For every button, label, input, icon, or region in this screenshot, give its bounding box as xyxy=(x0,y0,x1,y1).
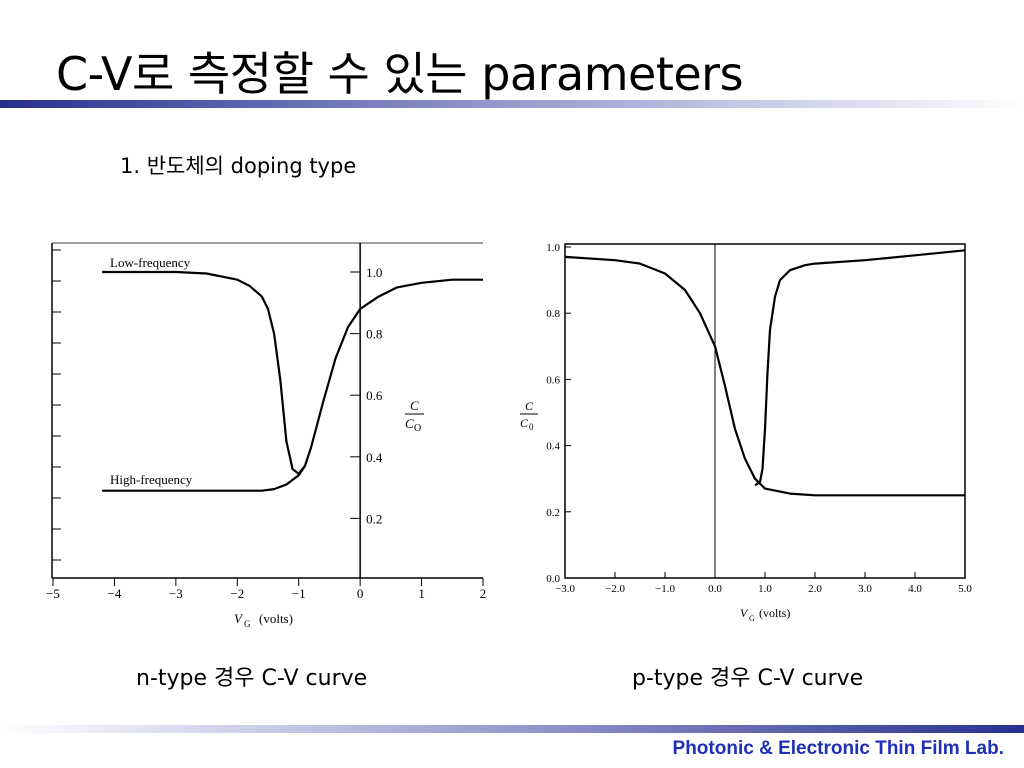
x-axis-label-main: V xyxy=(234,611,244,626)
p-type-decreasing-curve xyxy=(564,255,965,497)
slide-title: C-V로 측정할 수 있는 parameters xyxy=(56,47,744,101)
caption-n-type: n-type 경우 C-V curve xyxy=(136,666,368,691)
x-axis-label-sub: G xyxy=(749,614,755,623)
y-tick-label: 0.2 xyxy=(546,507,560,519)
y-tick-label: 0.8 xyxy=(366,327,382,342)
x-tick-label: −1.0 xyxy=(655,583,675,595)
high-frequency-curve xyxy=(102,465,306,492)
x-tick-label: 1.0 xyxy=(758,583,772,595)
y-tick-label: 0.6 xyxy=(366,388,383,403)
y-tick-label: 0.4 xyxy=(366,450,383,465)
y-axis-label-denominator-sub: O xyxy=(414,423,421,434)
x-tick-label: 3.0 xyxy=(858,583,872,595)
x-tick-label: −2 xyxy=(230,586,244,601)
x-tick-label: −5 xyxy=(46,586,60,601)
y-axis-label-denominator: C xyxy=(520,416,529,430)
y-tick-label: 0.4 xyxy=(546,441,560,453)
y-tick-label: 1.0 xyxy=(546,242,560,254)
x-axis-label-unit: (volts) xyxy=(759,606,790,620)
x-tick-label: 0.0 xyxy=(708,583,722,595)
x-tick-label: 5.0 xyxy=(958,583,972,595)
x-tick-label: −3 xyxy=(169,586,183,601)
x-tick-label: −1 xyxy=(292,586,306,601)
x-tick-label: −3.0 xyxy=(555,583,575,595)
x-tick-label: 2 xyxy=(480,586,487,601)
section-subtitle: 1. 반도체의 doping type xyxy=(120,154,357,178)
caption-p-type: p-type 경우 C-V curve xyxy=(632,666,864,691)
x-tick-label: 1 xyxy=(418,586,425,601)
annotation-high-frequency: High-frequency xyxy=(110,472,193,487)
y-axis-label-denominator: C xyxy=(405,416,414,431)
y-tick-label: 1.0 xyxy=(366,265,382,280)
y-tick-label: 0.2 xyxy=(366,511,382,526)
y-tick-label: 0.6 xyxy=(546,374,560,386)
x-tick-label: −4 xyxy=(108,586,122,601)
footer-gradient-bar xyxy=(0,725,1024,733)
x-tick-label: −2.0 xyxy=(605,583,625,595)
p-type-rising-curve xyxy=(754,249,966,487)
x-tick-label: 2.0 xyxy=(808,583,822,595)
x-axis-label-sub: G xyxy=(244,619,251,629)
y-tick-label: 0.8 xyxy=(546,308,560,320)
y-tick-label: 0.0 xyxy=(546,573,560,585)
x-tick-label: 0 xyxy=(357,586,364,601)
x-axis-label-unit: (volts) xyxy=(259,611,293,626)
x-axis-label-main: V xyxy=(740,606,749,620)
footer-lab-name: Photonic & Electronic Thin Film Lab. xyxy=(672,738,1004,759)
y-axis-label-numerator: C xyxy=(410,398,419,413)
annotation-low-frequency: Low-frequency xyxy=(110,255,191,270)
y-axis-label-denominator-sub: 0 xyxy=(529,422,534,432)
x-tick-label: 4.0 xyxy=(908,583,922,595)
y-axis-label-numerator: C xyxy=(525,399,534,413)
header-gradient-bar xyxy=(0,100,1024,108)
